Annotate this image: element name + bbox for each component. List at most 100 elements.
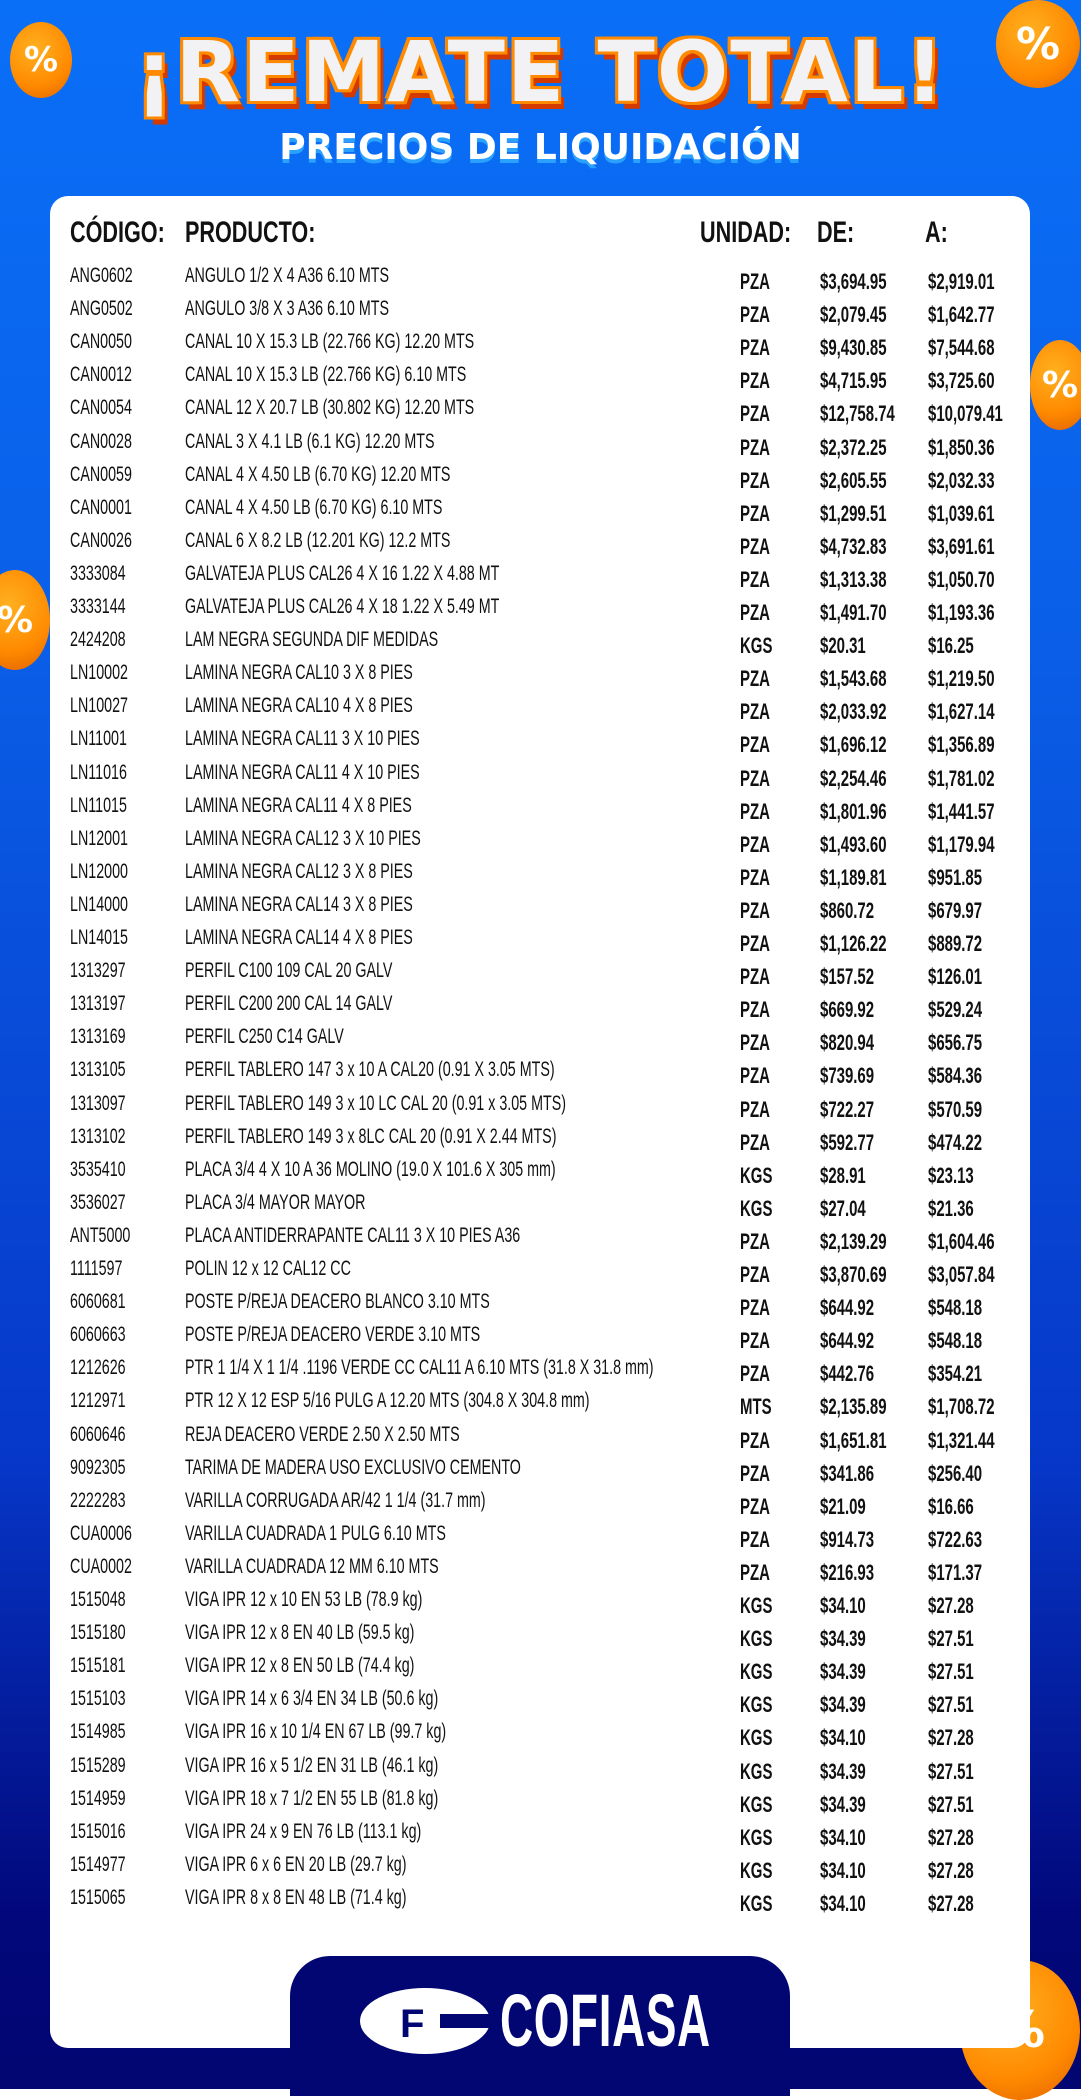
price-from: $860.72 xyxy=(820,897,875,923)
product-unit: PZA xyxy=(740,831,770,857)
price-to: $679.97 xyxy=(928,897,983,923)
table-row: CAN0012 CANAL 10 X 15.3 LB (22.766 KG) 6.… xyxy=(50,363,1030,396)
product-code: 1515180 xyxy=(70,1621,126,1645)
product-unit: PZA xyxy=(740,368,770,394)
product-code: 1313105 xyxy=(70,1058,126,1082)
product-name: VIGA IPR 12 x 10 EN 53 LB (78.9 kg) xyxy=(185,1588,423,1611)
product-unit: PZA xyxy=(740,765,770,791)
product-name: VARILLA CUADRADA 12 MM 6.10 MTS xyxy=(185,1554,439,1578)
product-code: CAN0028 xyxy=(70,429,132,453)
price-from: $1,651.81 xyxy=(820,1427,887,1453)
product-code: LN10027 xyxy=(70,694,128,718)
product-unit: PZA xyxy=(740,1063,770,1089)
price-from: $644.92 xyxy=(820,1328,875,1354)
product-unit: PZA xyxy=(740,1030,770,1056)
price-from: $739.69 xyxy=(820,1063,875,1089)
product-name: CANAL 6 X 8.2 LB (12.201 KG) 12.2 MTS xyxy=(185,528,451,552)
table-row: CAN0059 CANAL 4 X 4.50 LB (6.70 KG) 12.20… xyxy=(50,463,1030,496)
product-code: CAN0059 xyxy=(70,462,132,486)
table-row: CAN0028 CANAL 3 X 4.1 LB (6.1 KG) 12.20 M… xyxy=(50,430,1030,463)
percent-coin-icon: % xyxy=(996,0,1080,88)
product-unit: KGS xyxy=(740,1195,773,1221)
price-from: $12,758.74 xyxy=(820,401,895,427)
product-code: CUA0006 xyxy=(70,1521,132,1545)
product-code: 1313197 xyxy=(70,992,126,1016)
table-row: 1313105 PERFIL TABLERO 147 3 x 10 A CAL20… xyxy=(50,1058,1030,1091)
table-row: ANG0502 ANGULO 3/8 X 3 A36 6.10 MTS PZA $2,… xyxy=(50,297,1030,330)
price-from: $1,801.96 xyxy=(820,798,887,824)
product-name: VIGA IPR 24 x 9 EN 76 LB (113.1 kg) xyxy=(185,1819,422,1843)
product-name: PTR 1 1/4 X 1 1/4 .1196 VERDE CC CAL11 A… xyxy=(185,1356,654,1380)
price-to: $27.28 xyxy=(928,1725,974,1751)
price-from: $34.39 xyxy=(820,1791,866,1817)
table-row: 3333144 GALVATEJA PLUS CAL26 4 X 18 1.22 … xyxy=(50,595,1030,628)
product-unit: KGS xyxy=(740,1824,773,1850)
product-name: LAMINA NEGRA CAL14 4 X 8 PIES xyxy=(185,926,413,949)
product-code: LN11016 xyxy=(70,760,127,784)
product-name: VIGA IPR 14 x 6 3/4 EN 34 LB (50.6 kg) xyxy=(185,1687,439,1711)
price-from: $28.91 xyxy=(820,1162,866,1188)
price-to: $474.22 xyxy=(928,1129,983,1155)
price-from: $34.39 xyxy=(820,1692,866,1718)
banner-subtitle: PRECIOS DE LIQUIDACIÓN xyxy=(279,127,802,168)
product-code: 6060681 xyxy=(70,1290,126,1314)
product-name: VIGA IPR 12 x 8 EN 50 LB (74.4 kg) xyxy=(185,1654,415,1678)
table-row: LN10027 LAMINA NEGRA CAL10 4 X 8 PIES PZA $… xyxy=(50,694,1030,727)
table-row: 1515103 VIGA IPR 14 x 6 3/4 EN 34 LB (50.… xyxy=(50,1687,1030,1720)
table-row: 6060681 POSTE P/REJA DEACERO BLANCO 3.10 … xyxy=(50,1290,1030,1323)
product-unit: PZA xyxy=(740,1427,770,1453)
product-name: CANAL 4 X 4.50 LB (6.70 KG) 12.20 MTS xyxy=(185,462,451,486)
product-code: CUA0002 xyxy=(70,1554,132,1578)
price-to: $16.25 xyxy=(928,633,974,659)
price-to: $1,441.57 xyxy=(928,798,995,824)
table-row: ANG0602 ANGULO 1/2 X 4 A36 6.10 MTS PZA $3,… xyxy=(50,264,1030,297)
price-from: $2,135.89 xyxy=(820,1394,887,1420)
table-row: 1515016 VIGA IPR 24 x 9 EN 76 LB (113.1 k… xyxy=(50,1820,1030,1853)
price-to: $171.37 xyxy=(928,1559,983,1585)
price-to: $27.51 xyxy=(928,1626,974,1652)
product-unit: PZA xyxy=(740,699,770,725)
product-code: 1313097 xyxy=(70,1091,126,1115)
product-name: PERFIL C200 200 CAL 14 GALV xyxy=(185,992,393,1016)
table-row: 2424208 LAM NEGRA SEGUNDA DIF MEDIDAS KGS $… xyxy=(50,628,1030,661)
price-from: $34.39 xyxy=(820,1659,866,1685)
table-row: 3535410 PLACA 3/4 4 X 10 A 36 MOLINO (19.… xyxy=(50,1158,1030,1191)
price-from: $1,543.68 xyxy=(820,666,887,692)
product-code: 1515048 xyxy=(70,1588,126,1611)
table-row: 9092305 TARIMA DE MADERA USO EXCLUSIVO CE… xyxy=(50,1456,1030,1489)
table-row: CUA0006 VARILLA CUADRADA 1 PULG 6.10 MTS P… xyxy=(50,1522,1030,1555)
table-row: 1514959 VIGA IPR 18 x 7 1/2 EN 55 LB (81.… xyxy=(50,1787,1030,1820)
product-code: 1313297 xyxy=(70,959,126,983)
price-to: $1,356.89 xyxy=(928,732,995,758)
table-row: 1514977 VIGA IPR 6 x 6 EN 20 LB (29.7 kg)… xyxy=(50,1853,1030,1886)
product-unit: PZA xyxy=(740,533,770,559)
price-from: $1,189.81 xyxy=(820,864,887,890)
price-from: $34.10 xyxy=(820,1824,866,1850)
price-from: $820.94 xyxy=(820,1030,875,1056)
product-code: 2222283 xyxy=(70,1488,126,1512)
table-row: 1515181 VIGA IPR 12 x 8 EN 50 LB (74.4 kg… xyxy=(50,1654,1030,1687)
table-row: LN12000 LAMINA NEGRA CAL12 3 X 8 PIES PZA $… xyxy=(50,860,1030,893)
product-name: LAMINA NEGRA CAL11 4 X 10 PIES xyxy=(185,760,420,784)
product-code: 9092305 xyxy=(70,1455,126,1479)
product-unit: PZA xyxy=(740,467,770,493)
price-from: $2,079.45 xyxy=(820,302,887,328)
product-code: 6060663 xyxy=(70,1323,126,1347)
product-code: 1515016 xyxy=(70,1819,126,1843)
cofiasa-logo-icon: F xyxy=(360,1987,490,2054)
price-to: $23.13 xyxy=(928,1162,974,1188)
table-row: 1515180 VIGA IPR 12 x 8 EN 40 LB (59.5 kg… xyxy=(50,1621,1030,1654)
product-unit: PZA xyxy=(740,500,770,526)
table-row: 1515048 VIGA IPR 12 x 10 EN 53 LB (78.9 k… xyxy=(50,1588,1030,1621)
banner-title: ¡REMATE TOTAL! xyxy=(135,23,946,121)
table-row: LN11015 LAMINA NEGRA CAL11 4 X 8 PIES PZA $… xyxy=(50,794,1030,827)
product-unit: KGS xyxy=(740,1857,773,1883)
table-row: 6060646 REJA DEACERO VERDE 2.50 X 2.50 MT… xyxy=(50,1423,1030,1456)
product-code: 1212971 xyxy=(70,1389,126,1413)
product-name: VIGA IPR 18 x 7 1/2 EN 55 LB (81.8 kg) xyxy=(185,1786,439,1810)
product-name: REJA DEACERO VERDE 2.50 X 2.50 MTS xyxy=(185,1422,460,1446)
product-name: CANAL 12 X 20.7 LB (30.802 KG) 12.20 MTS xyxy=(185,396,475,420)
table-row: LN11016 LAMINA NEGRA CAL11 4 X 10 PIES PZA… xyxy=(50,761,1030,794)
product-unit: PZA xyxy=(740,798,770,824)
price-from: $9,430.85 xyxy=(820,335,887,361)
